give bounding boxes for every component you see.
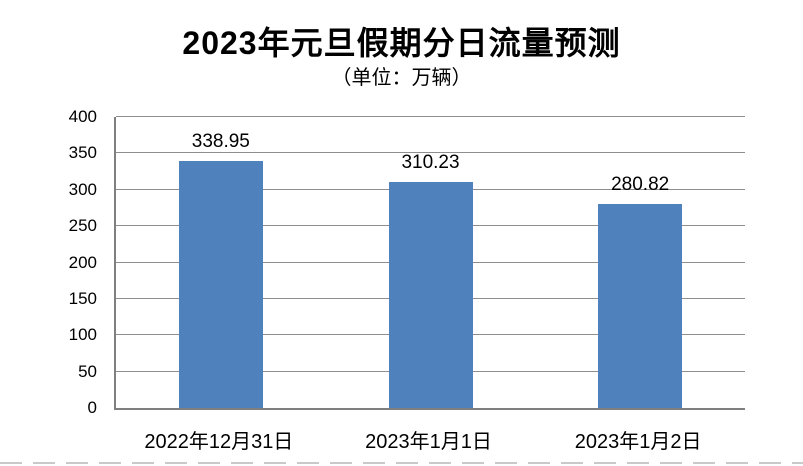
y-axis-label: 250 — [68, 216, 97, 236]
y-axis-label: 350 — [68, 143, 97, 163]
bar — [598, 203, 683, 408]
page-border-dashed — [0, 462, 803, 464]
x-axis-label: 2023年1月1日 — [365, 431, 492, 453]
gridline — [116, 152, 745, 154]
bar — [178, 161, 263, 408]
y-axis-label: 150 — [68, 288, 97, 308]
plot-area: 338.95 310.23 280.82 — [114, 116, 745, 410]
chart-title: 2023年元旦假期分日流量预测 — [182, 25, 621, 61]
gridline — [116, 116, 745, 117]
y-axis: 0 50 100 150 200 250 300 350 400 — [0, 107, 97, 417]
bar — [388, 182, 473, 408]
x-axis: 2022年12月31日 2023年1月1日 2023年1月2日 — [114, 409, 743, 455]
bar-value-label: 338.95 — [191, 131, 250, 153]
y-axis-label: 100 — [68, 325, 97, 345]
x-axis-label: 2022年12月31日 — [144, 431, 294, 453]
y-axis-label: 50 — [78, 361, 97, 381]
x-axis-label: 2023年1月2日 — [574, 431, 702, 453]
bar-value-label: 280.82 — [611, 173, 670, 195]
y-axis-label: 0 — [87, 398, 97, 417]
y-axis-label: 400 — [68, 107, 97, 126]
chart-subtitle: （单位：万辆） — [331, 67, 472, 89]
y-axis-label: 300 — [68, 179, 97, 199]
y-axis-label: 200 — [68, 252, 97, 272]
bar-value-label: 310.23 — [401, 152, 460, 174]
